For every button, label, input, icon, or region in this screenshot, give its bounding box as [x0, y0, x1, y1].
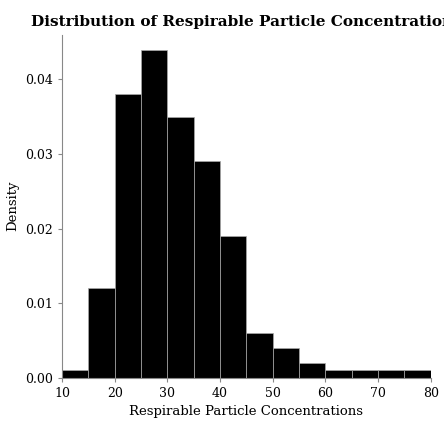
Bar — [167, 117, 194, 378]
Bar — [62, 370, 88, 378]
Bar — [194, 161, 220, 378]
Bar — [378, 370, 404, 378]
Bar — [88, 288, 115, 378]
Bar — [404, 370, 431, 378]
Bar — [141, 49, 167, 378]
Bar — [220, 236, 246, 378]
Bar — [352, 370, 378, 378]
Bar — [273, 348, 299, 378]
Bar — [115, 94, 141, 378]
X-axis label: Respirable Particle Concentrations: Respirable Particle Concentrations — [129, 405, 364, 418]
Bar — [325, 370, 352, 378]
Bar — [246, 333, 273, 378]
Bar — [299, 363, 325, 378]
Y-axis label: Density: Density — [7, 181, 20, 231]
Title: Distribution of Respirable Particle Concentrations: Distribution of Respirable Particle Conc… — [31, 15, 444, 30]
